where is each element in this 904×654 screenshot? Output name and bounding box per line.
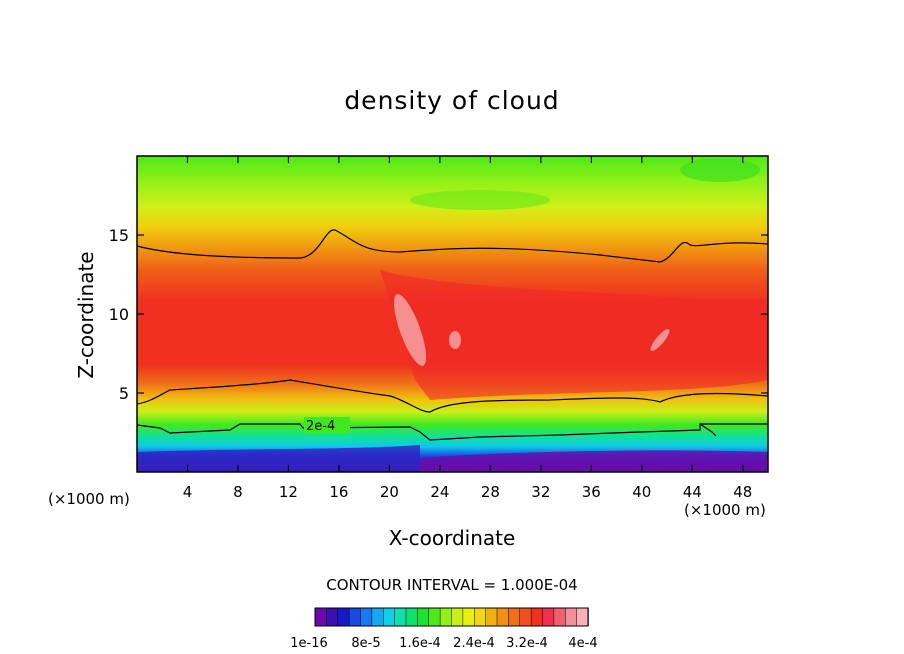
y-tick-label: 10 <box>109 305 129 324</box>
colorbar-cell <box>405 607 419 627</box>
colorbar-cell <box>485 607 498 627</box>
x-tick-label: 36 <box>582 483 601 501</box>
y-tick-label: 15 <box>109 226 129 245</box>
colorbar-cell <box>428 607 441 627</box>
x-tick-label: 44 <box>683 483 702 501</box>
colorbar-label: 1.6e-4 <box>399 636 441 651</box>
colorbar-cell <box>496 607 510 627</box>
colorbar-cell <box>462 607 475 627</box>
colorbar-label: 8e-5 <box>351 636 380 651</box>
x-tick-label: 8 <box>233 483 243 501</box>
colorbar-label: 2.4e-4 <box>453 636 495 651</box>
colorbar-label: 1e-16 <box>290 636 328 651</box>
chart-title: density of cloud <box>344 86 560 115</box>
x-tick-label: 48 <box>733 483 752 501</box>
y-tick-label: 5 <box>119 384 129 403</box>
contour-interval-text: CONTOUR INTERVAL = 1.000E-04 <box>326 576 578 594</box>
x-tick-label: 24 <box>430 483 449 501</box>
colorbar-cell <box>519 607 532 627</box>
colorbar-cell <box>337 607 350 627</box>
colorbar-cell <box>371 607 384 627</box>
colorbar-cell <box>451 607 464 627</box>
colorbar-cell <box>576 607 589 627</box>
colorbar-cell <box>474 607 487 627</box>
colorbar-label: 4e-4 <box>568 636 597 651</box>
colorbar-cell <box>394 607 407 627</box>
x-axis-label: X-coordinate <box>388 526 516 550</box>
colorbar-cell <box>383 607 396 627</box>
x-tick-label: 4 <box>183 483 193 501</box>
x-unit-right: (×1000 m) <box>684 501 766 519</box>
x-tick-label: 20 <box>380 483 399 501</box>
colorbar-cell <box>553 607 566 627</box>
x-tick-label: 32 <box>531 483 550 501</box>
colorbar-cell <box>439 607 453 627</box>
x-ticks: 4 8 12 16 20 24 28 32 36 40 44 48 <box>183 156 752 501</box>
x-tick-label: 16 <box>329 483 348 501</box>
colorbar-cell <box>314 607 328 627</box>
colorbar-cell <box>530 607 544 627</box>
colorbar-cell <box>417 607 430 627</box>
colorbar-cell <box>542 607 555 627</box>
colorbar-label: 3.2e-4 <box>506 636 548 651</box>
colorbar-cell <box>508 607 521 627</box>
y-ticks: 5 10 15 <box>109 226 768 403</box>
x-tick-label: 12 <box>279 483 298 501</box>
x-tick-label: 40 <box>632 483 651 501</box>
colorbar-cell <box>326 607 339 627</box>
colorbar-cell <box>348 607 362 627</box>
colorbar-cell <box>565 607 578 627</box>
contour-label: 2e-4 <box>306 419 335 434</box>
colorbar-cell <box>360 607 373 627</box>
x-unit-left: (×1000 m) <box>48 490 130 508</box>
x-tick-label: 28 <box>481 483 500 501</box>
